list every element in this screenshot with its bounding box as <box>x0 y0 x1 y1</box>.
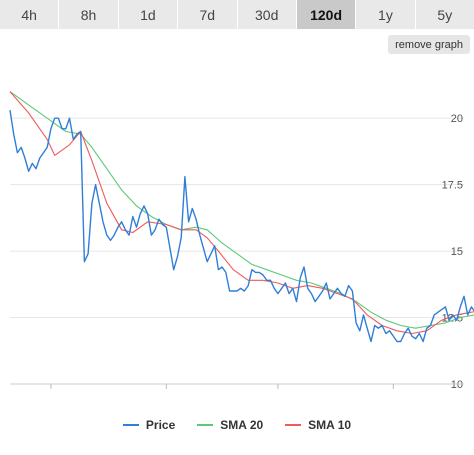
legend-swatch-sma20 <box>197 424 214 426</box>
series-line-sma10 <box>9 91 474 335</box>
legend-swatch-sma10 <box>285 424 302 426</box>
tab-120d[interactable]: 120d <box>296 0 357 29</box>
legend-swatch-price <box>122 424 139 426</box>
tab-1y[interactable]: 1y <box>356 0 416 29</box>
tab-8h[interactable]: 8h <box>59 0 119 29</box>
series-line-sma20 <box>9 91 474 329</box>
y-tick-label: 17.5 <box>442 180 463 192</box>
y-tick-label: 20 <box>451 113 463 125</box>
range-tabs: 4h 8h 1d 7d 30d 120d 1y 5y <box>0 0 474 29</box>
tab-7d[interactable]: 7d <box>178 0 238 29</box>
series-line-price <box>9 110 474 343</box>
legend-item-sma10[interactable]: SMA 10 <box>285 418 351 432</box>
tab-4h[interactable]: 4h <box>0 0 60 29</box>
chart-legend: Price SMA 20 SMA 10 <box>0 418 474 432</box>
tab-1d[interactable]: 1d <box>119 0 179 29</box>
legend-item-sma20[interactable]: SMA 20 <box>197 418 263 432</box>
legend-item-price[interactable]: Price <box>122 418 176 432</box>
legend-label-price: Price <box>145 418 176 432</box>
legend-label-sma20: SMA 20 <box>220 418 264 432</box>
remove-graph-button[interactable]: remove graph <box>388 35 470 54</box>
legend-label-sma10: SMA 10 <box>308 418 352 432</box>
tab-30d[interactable]: 30d <box>238 0 297 29</box>
y-tick-label: 15 <box>451 246 463 258</box>
tab-5y[interactable]: 5y <box>437 6 453 23</box>
